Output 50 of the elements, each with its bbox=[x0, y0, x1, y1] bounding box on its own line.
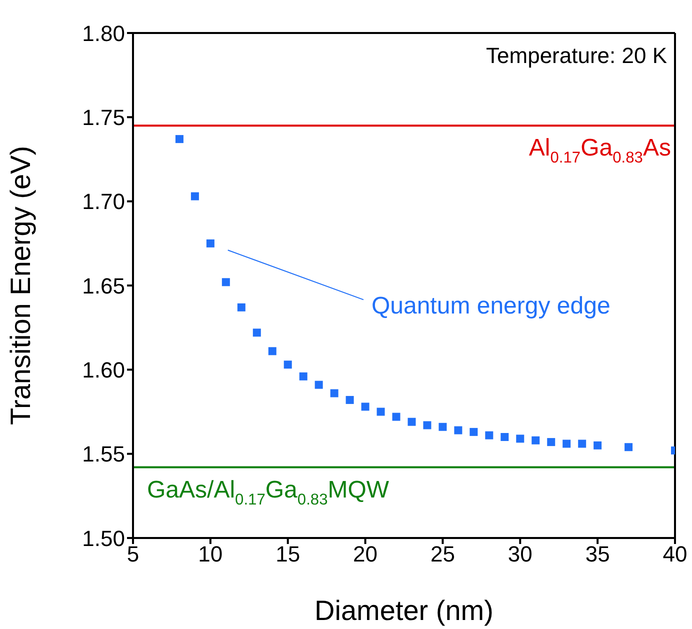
point bbox=[175, 135, 184, 144]
x-tick-label: 15 bbox=[276, 542, 300, 567]
point bbox=[500, 433, 509, 441]
point bbox=[346, 396, 354, 404]
x-tick-label: 10 bbox=[198, 542, 223, 567]
point bbox=[485, 431, 494, 440]
point bbox=[516, 434, 524, 443]
y-tick-label: 1.65 bbox=[82, 273, 125, 298]
x-tick-label: 40 bbox=[662, 542, 688, 567]
x-axis-title: Diameter (nm) bbox=[314, 595, 494, 626]
point bbox=[547, 438, 556, 446]
x-tick-label: 25 bbox=[430, 542, 455, 567]
y-axis-title: Transition Energy (eV) bbox=[4, 146, 36, 426]
point bbox=[330, 389, 338, 398]
y-tick-label: 1.75 bbox=[82, 104, 125, 130]
x-tick-label: 20 bbox=[353, 542, 378, 567]
point bbox=[376, 408, 385, 416]
annotation: Temperature: 20 K bbox=[486, 43, 668, 68]
y-tick-label: 1.50 bbox=[82, 526, 125, 551]
point bbox=[190, 192, 199, 200]
point bbox=[454, 426, 462, 434]
point bbox=[423, 421, 432, 430]
point bbox=[206, 239, 214, 248]
y-tick-label: 1.80 bbox=[82, 20, 125, 46]
point bbox=[408, 418, 416, 426]
point bbox=[624, 443, 633, 452]
point bbox=[268, 347, 276, 356]
point bbox=[284, 360, 292, 369]
ref-line-label: Al$_{0.17}$Ga$_{0.83}$As bbox=[528, 134, 671, 167]
point bbox=[392, 412, 400, 421]
point bbox=[361, 402, 370, 411]
y-tick-label: 1.70 bbox=[82, 189, 125, 214]
annotation: Quantum energy edge bbox=[371, 292, 610, 320]
point bbox=[438, 422, 447, 431]
point bbox=[594, 441, 602, 450]
point bbox=[578, 440, 586, 448]
x-tick-label: 35 bbox=[585, 542, 610, 567]
point bbox=[252, 328, 261, 337]
point bbox=[562, 440, 571, 448]
y-tick-label: 1.60 bbox=[82, 357, 125, 382]
x-tick-label: 5 bbox=[126, 542, 140, 567]
point bbox=[470, 428, 478, 436]
ref-line-label: GaAs/Al$_{0.17}$Ga$_{0.83}$MQW bbox=[147, 476, 390, 508]
point bbox=[314, 380, 323, 389]
y-tick-label: 1.55 bbox=[82, 442, 125, 467]
point bbox=[299, 372, 308, 380]
point bbox=[532, 436, 540, 444]
x-tick-label: 30 bbox=[508, 542, 532, 567]
point bbox=[222, 278, 230, 286]
point bbox=[237, 303, 246, 312]
